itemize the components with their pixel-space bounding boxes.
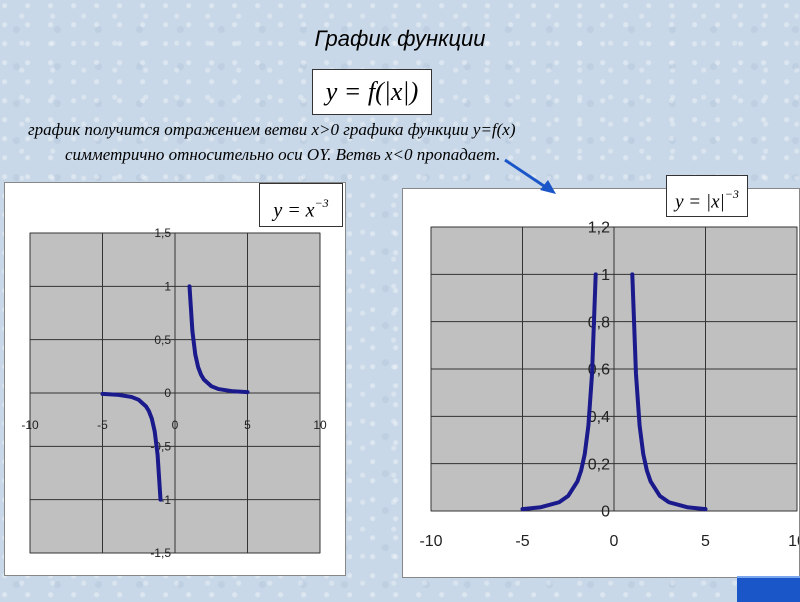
y-tick-label: 0,8 [588, 314, 610, 331]
y-tick-label: 0,5 [154, 333, 171, 347]
y-tick-label: 1 [164, 280, 171, 294]
x-tick-label: -10 [419, 533, 442, 550]
y-tick-label: 1 [601, 267, 610, 284]
right-formula-base: y = |x| [675, 191, 725, 213]
y-tick-label: -1,5 [150, 546, 171, 560]
left-formula: y = x−3 [259, 183, 343, 227]
curve-branch-1 [100, 391, 163, 502]
curve-branch-1 [520, 272, 598, 512]
left-formula-base: y = x [273, 199, 315, 222]
x-tick-label: -5 [97, 418, 108, 432]
main-formula: y = f(|x|) [312, 69, 432, 115]
x-tick-label: 10 [313, 418, 327, 432]
right-formula-exponent: −3 [724, 187, 739, 201]
y-tick-label: 0,2 [588, 456, 610, 473]
x-tick-label: -5 [515, 533, 529, 550]
y-tick-label: 0,4 [588, 409, 610, 426]
x-tick-label: 0 [172, 418, 179, 432]
explanation-line-1: график получится отражением ветви x>0 гр… [28, 120, 516, 139]
slide-title: График функции [314, 26, 486, 51]
left-chart-panel: -10 -5 0 5 10 1,5 1 0,5 0 -0,5 -1 -1,5 [4, 182, 346, 576]
left-formula-exponent: −3 [314, 196, 329, 210]
y-tick-label: 0 [164, 386, 171, 400]
main-formula-prefix: y = f [325, 77, 376, 106]
left-chart: -10 -5 0 5 101,510,50-0,5-1-1,5 [21, 226, 327, 560]
x-tick-label: 5 [244, 418, 251, 432]
x-tick-label: 5 [701, 533, 710, 550]
explanation-line-2: симметрично относительно оси OY. Ветвь x… [65, 145, 501, 164]
y-tick-label: -0,5 [150, 440, 171, 454]
right-formula: y = |x|−3 [666, 175, 748, 217]
main-formula-argument: (|x|) [375, 77, 419, 106]
curve-branch-2 [630, 272, 708, 512]
y-tick-label: -1 [160, 493, 171, 507]
next-slide-button[interactable] [737, 576, 800, 602]
y-tick-label: 0 [601, 504, 610, 521]
x-tick-label: 10 [788, 533, 799, 550]
y-tick-label: 1,5 [154, 226, 171, 240]
curve-branch-2 [187, 284, 250, 395]
x-tick-label: -10 [21, 418, 39, 432]
y-tick-label: 1,2 [588, 220, 610, 237]
x-tick-label: 0 [610, 533, 619, 550]
